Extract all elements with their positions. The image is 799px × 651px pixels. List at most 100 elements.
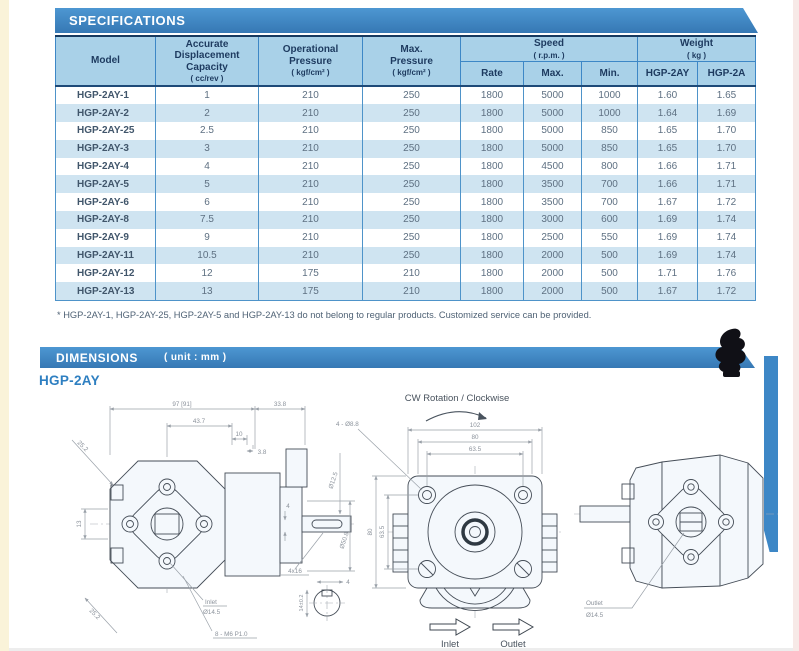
value-cell: 12	[155, 264, 259, 283]
value-cell: 1.69	[637, 246, 699, 265]
value-cell: 5000	[523, 85, 582, 105]
dim-label: 102	[470, 422, 481, 429]
dim-label: 80	[471, 434, 479, 441]
value-cell: 700	[580, 193, 639, 212]
value-cell: 10.5	[155, 246, 259, 265]
specifications-title: SPECIFICATIONS	[69, 13, 186, 28]
value-cell: 210	[258, 104, 363, 123]
col-header-model: Model	[55, 35, 156, 86]
dim-label: 4	[286, 503, 290, 510]
value-cell: 5	[155, 175, 259, 194]
value-cell: 210	[362, 282, 461, 301]
col-header-weight: Weight ( kg )	[637, 35, 757, 61]
specifications-table: Model Accurate Displacement Capacity ( c…	[55, 35, 757, 302]
value-cell: 500	[580, 246, 639, 265]
value-cell: 1800	[460, 157, 524, 176]
col-header-speed: Speed ( r.p.m. )	[459, 35, 639, 61]
model-cell: HGP-2AY-5	[55, 175, 156, 194]
dim-label: 10	[235, 431, 243, 438]
col-header-max: Max.	[523, 60, 582, 86]
pump-rear-view-drawing: Outlet Ø14.5	[574, 454, 778, 619]
specifications-banner: SPECIFICATIONS	[55, 8, 758, 33]
value-cell: 1	[155, 85, 259, 105]
table-row: HGP-2AY-25 2.5 210 250 1800 5000 850 1.65 1.70	[55, 122, 757, 140]
value-cell: 4	[155, 157, 259, 176]
dimensions-title: DIMENSIONS	[56, 350, 139, 365]
col-header-hgp2a: HGP-2A	[697, 60, 757, 86]
value-cell: 1800	[460, 122, 524, 140]
outlet-label: Outlet	[586, 600, 603, 607]
value-cell: 3500	[523, 193, 582, 212]
value-cell: 1800	[460, 264, 524, 283]
value-cell: 1.69	[697, 104, 757, 123]
page-left-edge	[0, 0, 9, 651]
cw-rotation-label: CW Rotation / Clockwise	[405, 393, 510, 404]
table-row: HGP-2AY-11 10.5 210 250 1800 2000 500 1.69 1.74	[55, 246, 757, 265]
col-header-hgp2ay: HGP-2AY	[637, 60, 699, 86]
dim-label: 13	[76, 520, 83, 528]
value-cell: 5000	[523, 139, 582, 158]
value-cell: 2.5	[155, 122, 259, 140]
value-cell: 210	[258, 139, 363, 158]
value-cell: 1.65	[637, 139, 699, 158]
dim-label: 63.5	[469, 446, 482, 453]
value-cell: 1.64	[637, 104, 699, 123]
model-cell: HGP-2AY-12	[55, 264, 156, 283]
model-cell: HGP-2AY-25	[55, 122, 156, 140]
value-cell: 1800	[460, 228, 524, 247]
table-row: HGP-2AY-2 2 210 250 1800 5000 1000 1.64 1.69	[55, 104, 757, 123]
value-cell: 1.76	[697, 264, 757, 283]
value-cell: 2000	[523, 264, 582, 283]
value-cell: 250	[362, 122, 461, 140]
table-row: HGP-2AY-1 1 210 250 1800 5000 1000 1.60 1.65	[55, 85, 757, 105]
outlet-diameter-label: Ø14.5	[586, 612, 604, 619]
value-cell: 7.5	[155, 211, 259, 229]
value-cell: 1.71	[697, 157, 757, 176]
value-cell: 1.69	[637, 211, 699, 229]
value-cell: 1800	[460, 193, 524, 212]
col-header-operational-pressure: Operational Pressure ( kgf/cm² )	[258, 35, 363, 86]
value-cell: 250	[362, 104, 461, 123]
value-cell: 1800	[460, 211, 524, 229]
model-cell: HGP-2AY-2	[55, 104, 156, 123]
col-header-max-pressure: Max. Pressure ( kgf/cm² )	[362, 35, 461, 86]
table-row: HGP-2AY-9 9 210 250 1800 2500 550 1.69 1.74	[55, 228, 757, 247]
value-cell: 210	[258, 246, 363, 265]
value-cell: 1.71	[697, 175, 757, 194]
table-row: HGP-2AY-13 13 175 210 1800 2000 500 1.67 1.72	[55, 282, 757, 301]
model-cell: HGP-2AY-13	[55, 282, 156, 301]
value-cell: 250	[362, 211, 461, 229]
model-cell: HGP-2AY-11	[55, 246, 156, 265]
value-cell: 1.67	[637, 193, 699, 212]
value-cell: 13	[155, 282, 259, 301]
dim-label: 43.7	[193, 418, 206, 425]
value-cell: 3500	[523, 175, 582, 194]
model-cell: HGP-2AY-3	[55, 139, 156, 158]
value-cell: 250	[362, 246, 461, 265]
model-cell: HGP-2AY-6	[55, 193, 156, 212]
value-cell: 1.71	[637, 264, 699, 283]
value-cell: 9	[155, 228, 259, 247]
value-cell: 1800	[460, 85, 524, 105]
inlet-arrow-label: Inlet	[441, 639, 459, 650]
table-row: HGP-2AY-12 12 175 210 1800 2000 500 1.71 1.76	[55, 264, 757, 283]
value-cell: 1.66	[637, 175, 699, 194]
decorative-blue-bar	[764, 356, 778, 552]
dim-label: 25.2	[76, 439, 90, 453]
value-cell: 210	[258, 157, 363, 176]
table-footnote: * HGP-2AY-1, HGP-2AY-25, HGP-2AY-5 and H…	[57, 310, 592, 320]
dim-label: 97 [91]	[172, 401, 192, 408]
value-cell: 2000	[523, 246, 582, 265]
page-right-edge	[793, 0, 799, 651]
dim-label: 14±0.2	[299, 594, 305, 611]
value-cell: 850	[580, 139, 639, 158]
model-cell: HGP-2AY-9	[55, 228, 156, 247]
inlet-diameter-label: Ø14.5	[203, 609, 221, 616]
col-header-capacity: Accurate Displacement Capacity ( cc/rev …	[155, 35, 259, 86]
model-cell: HGP-2AY-4	[55, 157, 156, 176]
value-cell: 1.60	[637, 85, 699, 105]
table-row: HGP-2AY-3 3 210 250 1800 5000 850 1.65 1.70	[55, 139, 757, 158]
value-cell: 1.72	[697, 282, 757, 301]
pump-side-view-drawing: 97 [91] 33.8 43.7 10 3.8 25.2 13 Ø12.5 Ø…	[71, 401, 357, 639]
dim-label: 25.2	[88, 607, 102, 621]
